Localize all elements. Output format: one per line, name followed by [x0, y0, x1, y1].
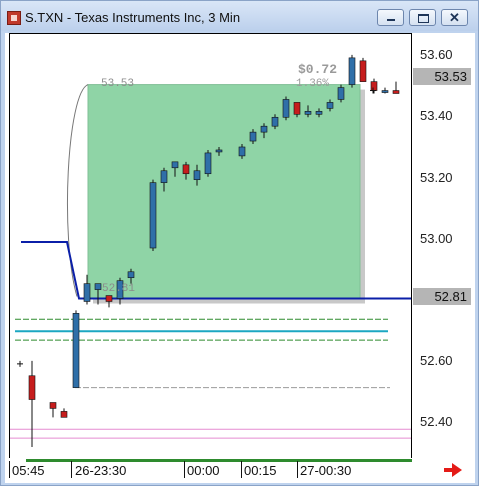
up-candle: [271, 116, 279, 127]
scroll-right-arrow-icon[interactable]: [444, 463, 462, 477]
up-candle: [238, 146, 246, 157]
up-candle: [171, 161, 179, 169]
minimize-button[interactable]: [377, 9, 404, 26]
plot-frame[interactable]: [9, 33, 412, 458]
up-candle: [337, 87, 345, 100]
up-candle: [149, 182, 157, 249]
close-button[interactable]: ✕: [441, 9, 468, 26]
y-tick-label: 53.40: [420, 108, 453, 123]
down-candle: [105, 295, 113, 302]
down-candle: [28, 375, 36, 400]
y-tick-label: 53.20: [420, 170, 453, 185]
blue-level-line: [21, 241, 411, 300]
minimize-icon: [387, 19, 395, 21]
chart-area[interactable]: 53.53 $0.72 1.36% 52.81 53.60 53.53 53.4…: [5, 33, 475, 483]
time-tick: [184, 461, 185, 478]
y-tick-label: 52.40: [420, 414, 453, 429]
maximize-button[interactable]: [409, 9, 436, 26]
down-candle: [392, 90, 400, 94]
y-tick-label: 52.60: [420, 353, 453, 368]
marker-price-label: 52.81: [413, 288, 471, 305]
close-icon: ✕: [449, 10, 460, 25]
down-candle: [182, 164, 190, 175]
y-tick-label: 53.60: [420, 47, 453, 62]
up-candle: [193, 170, 201, 180]
down-candle: [293, 102, 301, 115]
up-candle: [348, 57, 356, 85]
time-tick: [71, 461, 72, 478]
up-candle: [260, 125, 268, 133]
window-title: S.TXN - Texas Instruments Inc, 3 Min: [25, 10, 241, 25]
measure-connector: [66, 84, 89, 297]
down-candle: [370, 81, 378, 91]
down-candle: [49, 402, 57, 409]
measure-end-price: 52.81: [102, 283, 136, 295]
x-tick-label: 00:15: [244, 463, 277, 478]
up-candle: [304, 111, 312, 115]
up-candle: [127, 271, 135, 279]
x-tick-label: 00:00: [187, 463, 220, 478]
up-candle: [215, 149, 223, 153]
up-candle: [116, 280, 124, 299]
down-candle: [60, 411, 68, 418]
up-candle: [249, 131, 257, 142]
y-tick-label: 53.00: [420, 231, 453, 246]
up-candle: [94, 283, 102, 290]
time-tick: [297, 461, 298, 478]
x-tick-label: 26-23:30: [75, 463, 127, 478]
up-candle: [83, 283, 91, 302]
time-tick: [241, 461, 242, 478]
up-candle: [282, 99, 290, 118]
up-candle: [160, 170, 168, 183]
x-tick-label: 05:45: [12, 463, 45, 478]
up-candle: [381, 90, 389, 93]
maximize-icon: [418, 14, 429, 23]
up-candle: [204, 152, 212, 175]
title-bar[interactable]: S.TXN - Texas Instruments Inc, 3 Min ✕: [1, 1, 478, 31]
measure-change: $0.72: [298, 62, 338, 77]
down-candle: [359, 60, 367, 82]
up-candle: [315, 111, 323, 115]
current-price-label: 53.53: [413, 68, 471, 85]
app-icon: [7, 11, 21, 25]
up-candle: [326, 102, 334, 109]
measure-start-price: 53.53: [101, 78, 135, 90]
price-chart[interactable]: [5, 33, 475, 483]
measure-box: [87, 84, 361, 300]
measure-change-pct: 1.36%: [296, 78, 330, 90]
up-candle: [72, 313, 80, 388]
time-tick: [9, 461, 10, 478]
time-axis-bar: [26, 459, 412, 462]
x-tick-label: 27-00:30: [300, 463, 352, 478]
